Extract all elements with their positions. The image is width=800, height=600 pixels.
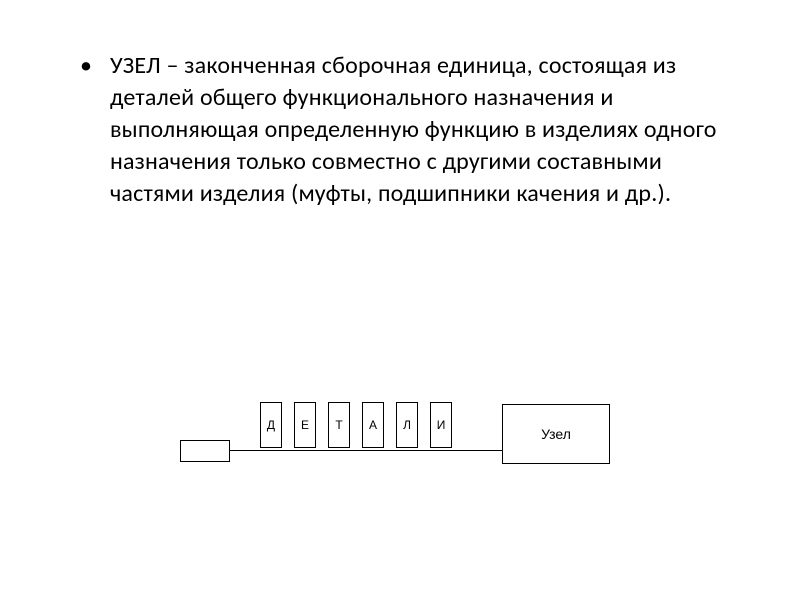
- letter-e: Е: [301, 418, 309, 432]
- bullet-marker: •: [80, 50, 92, 82]
- letter-box-l: Л: [396, 402, 418, 448]
- node-box: Узел: [502, 404, 610, 464]
- letter-l: Л: [403, 418, 411, 432]
- letter-t: Т: [335, 418, 342, 432]
- empty-box: [180, 440, 230, 462]
- letter-a: А: [369, 418, 377, 432]
- letter-box-t: Т: [328, 402, 350, 448]
- connector-line: [230, 450, 502, 451]
- slide-content: • УЗЕЛ – законченная сборочная единица, …: [0, 0, 800, 230]
- letter-box-e: Е: [294, 402, 316, 448]
- letter-box-d: Д: [260, 402, 282, 448]
- letter-d: Д: [267, 418, 275, 432]
- bullet-item: • УЗЕЛ – законченная сборочная единица, …: [60, 50, 740, 210]
- assembly-diagram: Д Е Т А Л И Узел: [180, 390, 660, 490]
- definition-text: УЗЕЛ – законченная сборочная единица, со…: [110, 50, 740, 210]
- letter-i: И: [437, 418, 446, 432]
- node-label: Узел: [541, 426, 571, 442]
- letter-box-a: А: [362, 402, 384, 448]
- letter-box-i: И: [430, 402, 452, 448]
